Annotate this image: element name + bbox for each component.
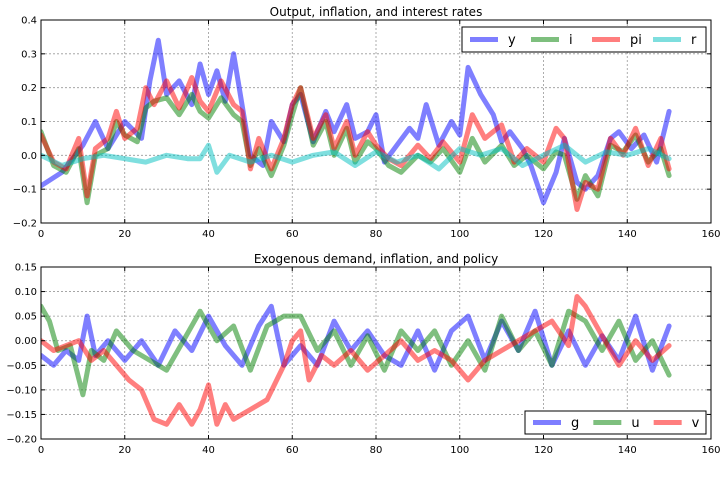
- x-tick-label: 160: [701, 229, 720, 240]
- legend: y i pi r: [461, 26, 707, 53]
- chart-1: 0 20 40 60 80 100 120 140 160 −0.2 −0.1 0.0 0.1 0.2 0.…: [13, 5, 721, 240]
- x-tick-label: 120: [534, 445, 553, 456]
- x-tick-label: 80: [370, 445, 383, 456]
- chart-title: Exogenous demand, inflation, and policy: [254, 252, 498, 266]
- x-tick-label: 100: [450, 445, 469, 456]
- y-tick-label: 0.05: [15, 312, 37, 323]
- y-tick-label: 0.1: [21, 117, 37, 128]
- y-tick-label: −0.20: [6, 435, 37, 446]
- x-tick-label: 160: [701, 445, 720, 456]
- y-tick-label: −0.2: [13, 219, 37, 230]
- series-line-u: [41, 303, 672, 398]
- y-tick-label: 0.00: [15, 336, 37, 347]
- x-tick-label: 20: [118, 229, 131, 240]
- legend-label-u: u: [631, 416, 639, 431]
- legend-label-r: r: [691, 33, 697, 48]
- x-tick-label: 100: [450, 229, 469, 240]
- y-tick-label: 0.4: [21, 16, 37, 27]
- x-tick-label: 80: [370, 229, 383, 240]
- y-tick-label: −0.10: [6, 385, 37, 396]
- y-tick-label: 0.15: [15, 263, 37, 274]
- legend-label-y: y: [508, 33, 516, 48]
- legend-label-i: i: [569, 33, 573, 48]
- y-tick-label: −0.1: [13, 185, 37, 196]
- y-tick-label: 0.2: [21, 83, 37, 94]
- legend-label-v: v: [692, 416, 700, 431]
- x-tick-label: 60: [286, 445, 299, 456]
- y-tick-label: 0.10: [15, 287, 37, 298]
- y-tick-label: −0.05: [6, 361, 37, 372]
- x-tick-label: 60: [286, 229, 299, 240]
- series-line-pi: [41, 75, 672, 212]
- x-tick-label: 140: [618, 445, 637, 456]
- x-tick-label: 0: [38, 445, 44, 456]
- x-tick-label: 40: [202, 445, 215, 456]
- legend-label-g: g: [571, 416, 579, 431]
- y-tick-label: −0.15: [6, 410, 37, 421]
- x-tick-label: 0: [38, 229, 44, 240]
- chart-title: Output, inflation, and interest rates: [270, 5, 483, 19]
- series-line-r: [41, 142, 672, 175]
- x-tick-label: 40: [202, 229, 215, 240]
- x-tick-label: 20: [118, 445, 131, 456]
- y-tick-label: 0.0: [21, 151, 37, 162]
- y-tick-label: 0.3: [21, 49, 37, 60]
- chart-2: 0 20 40 60 80 100 120 140 160 −0.20 −0.15 −0.10 −0.0…: [6, 252, 720, 456]
- series-line-v: [41, 294, 672, 427]
- x-tick-label: 140: [618, 229, 637, 240]
- x-tick-label: 120: [534, 229, 553, 240]
- legend-label-pi: pi: [630, 33, 642, 48]
